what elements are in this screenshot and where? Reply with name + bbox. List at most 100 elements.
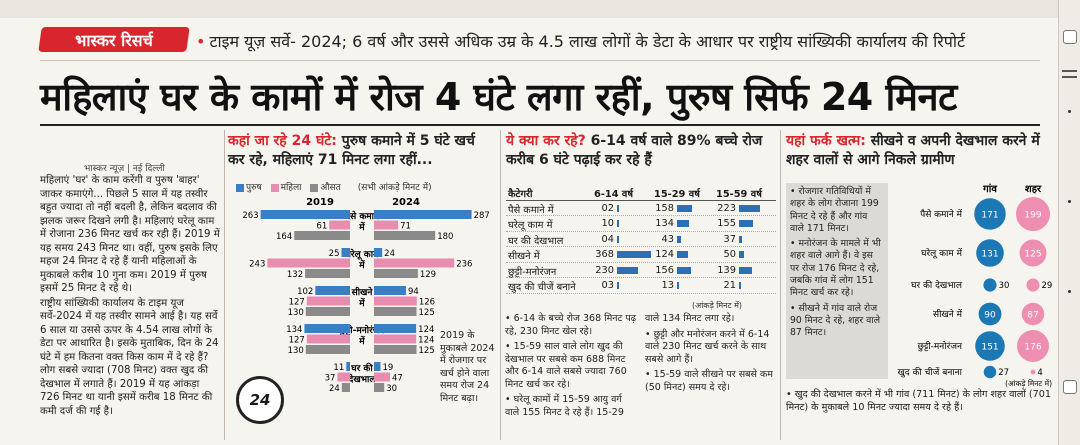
row-category: सीखने में: [508, 251, 540, 262]
bullet-item: • 15-59 साल वाले लोग खुद की देखभाल पर सब…: [505, 341, 627, 390]
value-label-2019: 61: [316, 222, 327, 232]
year-label-2024: 2024: [392, 197, 420, 208]
category-label: खुद की चीजें बनाना: [898, 366, 963, 378]
cell-value: 21: [723, 280, 736, 291]
village-value: 171: [981, 211, 998, 221]
value-label-2019: 164: [276, 232, 292, 242]
section3-header: यहां फर्क खत्म: सीखने व अपनी देखभाल करने…: [786, 132, 1054, 170]
cell-bar: [617, 220, 619, 227]
expand-icon[interactable]: [1063, 30, 1077, 44]
village-circle: [974, 198, 1006, 230]
bullet-item: • घरेलू कामों में 15-59 आयु वर्ग वाले 15…: [505, 313, 735, 418]
table-row: घरेलू काम में 10 134 155: [506, 216, 776, 232]
bullet-item: • 6-14 के बच्चे रोज 368 मिनट पढ़ रहे, 23…: [505, 313, 637, 337]
bar-2024: [374, 345, 417, 354]
subhead-divider: [40, 60, 1040, 61]
value-label-2019: 24: [329, 384, 340, 394]
chart1-note: 2019 के मुकाबले 2024 में रोजगार पर खर्च …: [440, 330, 495, 404]
category-label: घरेलू काम: [345, 248, 379, 260]
chart3-unit-note: (आंकड़े मिनट में): [1005, 379, 1052, 388]
value-label-2024: 94: [408, 287, 419, 297]
clock-label: 24: [249, 391, 271, 409]
category-label: घर की देखभाल: [911, 279, 963, 291]
cell-bar: [677, 282, 679, 289]
table-unit-note: (आंकड़े मिनट में): [692, 301, 743, 310]
legend-label: पुरुष: [246, 183, 262, 193]
footnote-text: खुद की देखभाल करने में भी गांव (711 मिनट…: [786, 389, 1051, 413]
section1-text: पुरुष कमाने में 5 घंटे खर्च कर रहे, महिल…: [228, 133, 475, 168]
cell-value: 223: [717, 202, 736, 214]
section1-lead: कहां जा रहे 24 घंटे:: [228, 133, 337, 149]
category-label: में: [358, 259, 365, 271]
cell-value: 13: [661, 280, 674, 291]
bar-2019: [341, 383, 350, 392]
value-label-2019: 130: [288, 346, 304, 356]
bullet-item: • सीखने में गांव वाले रोज 90 मिनट दे रहे…: [790, 302, 880, 339]
side-toolbar: [1058, 0, 1080, 445]
bar-2024: [374, 324, 417, 333]
city-value: 125: [1024, 250, 1041, 260]
subheadline: • टाइम यूज़ सर्वे- 2024; 6 वर्ष और उससे अ…: [196, 30, 965, 52]
bullet-item: • रोजगार गतिविधियों में शहर के लोग रोजान…: [790, 186, 879, 234]
cell-value: 124: [655, 249, 674, 260]
bar-2019: [267, 258, 350, 268]
cell-bar: [677, 251, 689, 258]
cell-value: 368: [595, 249, 614, 260]
cell-bar: [677, 235, 681, 243]
section3-text: सीखने व अपनी देखभाल करने में शहर वालों स…: [786, 133, 1040, 168]
cell-bar: [739, 204, 760, 212]
city-value: 4: [1037, 368, 1042, 378]
bar-2019: [329, 220, 350, 230]
row-category: खुद की चीजें बनाने: [508, 282, 576, 293]
section2-text: 6-14 वर्ष वाले 89% बच्चे रोज करीब 6 घंटे…: [506, 133, 763, 168]
section1-header: कहां जा रहे 24 घंटे: पुरुष कमाने में 5 घ…: [228, 132, 496, 170]
value-label-2024: 71: [400, 222, 411, 232]
column-header: 15-29 वर्ष: [654, 189, 700, 200]
bar-2024: [374, 372, 390, 382]
bar-2019: [305, 345, 350, 354]
value-label-2019: 37: [325, 374, 336, 384]
cell-value: 134: [655, 218, 674, 229]
village-value: 151: [981, 343, 998, 353]
city-circle: [1026, 278, 1040, 292]
article-paragraph: महिलाएं 'घर' के काम करेंगी व पुरुष 'बाहर…: [40, 175, 220, 294]
table-row: छुट्टी-मनोरंजन 230 156 139: [506, 263, 776, 278]
table-row: खुद की चीजें बनाने 03 13 21: [506, 278, 776, 294]
value-label-2024: 125: [419, 308, 435, 318]
subheadline-text: टाइम यूज़ सर्वे- 2024; 6 वर्ष और उससे अध…: [209, 32, 966, 51]
cell-value: 139: [717, 264, 736, 276]
legend-swatch-female: [270, 183, 279, 192]
bar-2024: [374, 269, 418, 278]
cell-bar: [617, 251, 651, 258]
village-circle: [983, 365, 997, 379]
bar-2024: [374, 296, 417, 306]
bar-2019: [294, 231, 350, 240]
bullet-text: 15-59 साल वाले लोग खुद की देखभाल पर सबसे…: [505, 341, 627, 390]
category-label: पैसे कमाने में: [920, 208, 963, 220]
col-city: शहर: [1025, 184, 1042, 195]
village-circle: [976, 239, 1004, 267]
village-value: 131: [981, 250, 998, 260]
menu-line-icon: [1062, 76, 1077, 78]
table-header: कैटेगरी 6-14 वर्ष 15-29 वर्ष 15-59 वर्ष: [506, 185, 776, 201]
cell-bar: [739, 282, 741, 289]
value-label-2024: 180: [437, 232, 453, 242]
bar-2024: [374, 383, 385, 392]
article-paragraph: राष्ट्रीय सांख्यिकी कार्यालय के टाइम यूज…: [40, 297, 219, 417]
cell-value: 10: [601, 218, 614, 229]
bar-2019: [337, 372, 350, 382]
age-table: कैटेगरी 6-14 वर्ष 15-29 वर्ष 15-59 वर्ष पैसे…: [506, 185, 776, 294]
cell-bar: [617, 204, 619, 212]
value-label-2024: 124: [418, 325, 434, 335]
category-label: घरेलू काम में: [921, 247, 962, 259]
cell-bar: [617, 266, 639, 274]
cell-bar: [677, 266, 692, 274]
scroll-icon[interactable]: [1063, 380, 1077, 394]
bar-2019: [315, 286, 350, 295]
row-category: घरेलू काम में: [508, 220, 553, 231]
value-label-2024: 24: [384, 249, 395, 259]
bullet-text: घरेलू कामों में 15-59 आयु वर्ग वाले 155 …: [505, 313, 735, 418]
value-label-2019: 263: [242, 211, 258, 221]
city-value: 87: [1027, 311, 1038, 321]
value-label-2024: 126: [419, 298, 435, 308]
